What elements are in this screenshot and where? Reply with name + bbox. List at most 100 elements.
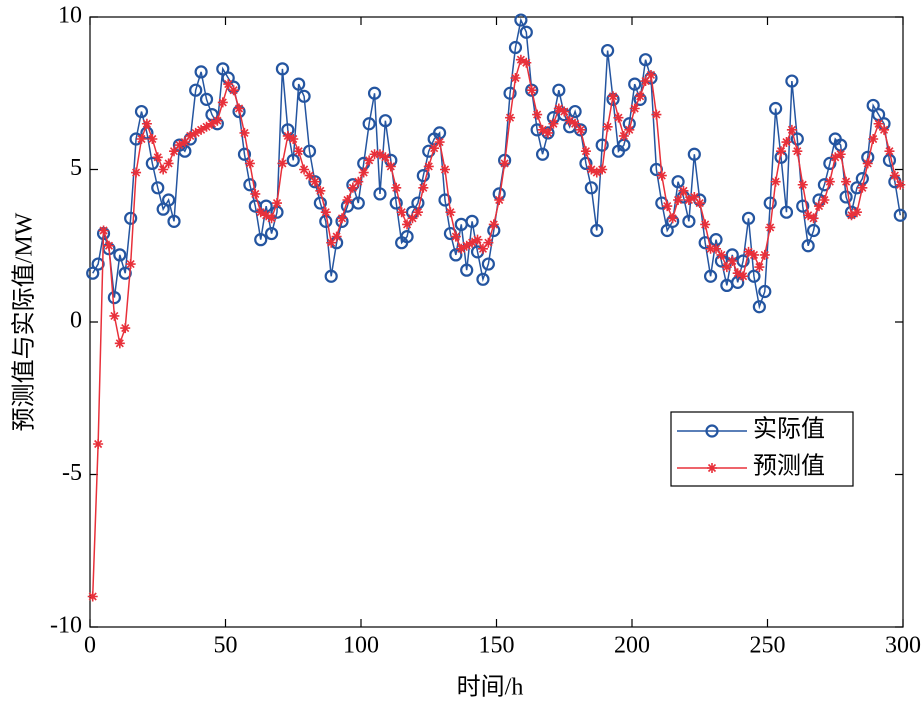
point [857,182,868,193]
x-tick-label: 250 [750,633,786,659]
point [505,112,516,123]
point [548,118,559,129]
x-tick-label: 100 [343,633,379,659]
point [445,207,456,218]
point [472,234,483,245]
point [682,214,696,228]
point [597,164,608,175]
point [423,161,434,172]
point [499,158,510,169]
point [189,83,203,97]
point [107,291,121,305]
point [440,164,451,175]
point [313,196,327,210]
point [286,153,300,167]
point [671,175,685,189]
point [602,121,613,132]
point [808,213,819,224]
point [254,233,268,247]
point [656,170,667,181]
point [114,338,125,349]
point [732,268,743,279]
point [326,237,337,248]
point [629,103,640,114]
point [400,230,414,244]
point [595,138,609,152]
point [185,130,196,141]
point [752,300,766,314]
point [535,147,550,161]
point [640,76,651,87]
point [151,181,165,195]
point [385,161,396,172]
point [542,127,553,138]
x-tick-label: 300 [885,633,921,659]
point [391,182,402,193]
legend-marker [707,463,717,473]
point [687,147,701,161]
point [293,146,304,157]
legend-label: 预测值 [753,453,825,480]
point [255,207,266,218]
point [514,13,528,27]
point [131,167,142,178]
point [705,243,716,254]
point [369,149,380,160]
point [179,137,190,148]
point [237,147,252,161]
point [223,79,234,90]
point [738,271,749,282]
y-tick-label: 5 [70,155,82,181]
point [438,193,452,207]
point [694,198,705,209]
point [613,112,624,123]
point [120,323,131,334]
point [494,195,505,205]
point [389,196,403,210]
point [689,191,700,202]
point [271,198,282,209]
point [763,196,777,210]
point [465,214,479,228]
point [234,103,245,114]
point [362,117,376,131]
point [288,134,299,144]
point [353,176,364,187]
point [124,211,138,225]
point [559,106,570,117]
point [145,156,159,170]
point [407,213,418,224]
series-markers [86,13,907,314]
point [152,152,163,163]
point [456,243,467,254]
point [324,269,338,283]
point [297,89,311,103]
point [217,97,228,108]
point [758,284,772,299]
point [590,223,604,238]
point [741,211,756,225]
point [824,176,835,187]
point [846,210,857,221]
point [662,201,673,212]
point [721,262,732,273]
point [190,127,201,138]
point [91,257,105,271]
point [412,207,423,218]
point [703,269,718,283]
point [508,40,523,55]
point [769,101,783,116]
point [169,146,180,157]
point [895,179,906,190]
point [700,219,711,230]
point [244,158,255,169]
point [806,223,821,238]
point [141,118,152,129]
point [212,115,223,126]
point [450,231,461,242]
point [243,178,257,192]
point [759,249,770,260]
point [573,123,588,137]
